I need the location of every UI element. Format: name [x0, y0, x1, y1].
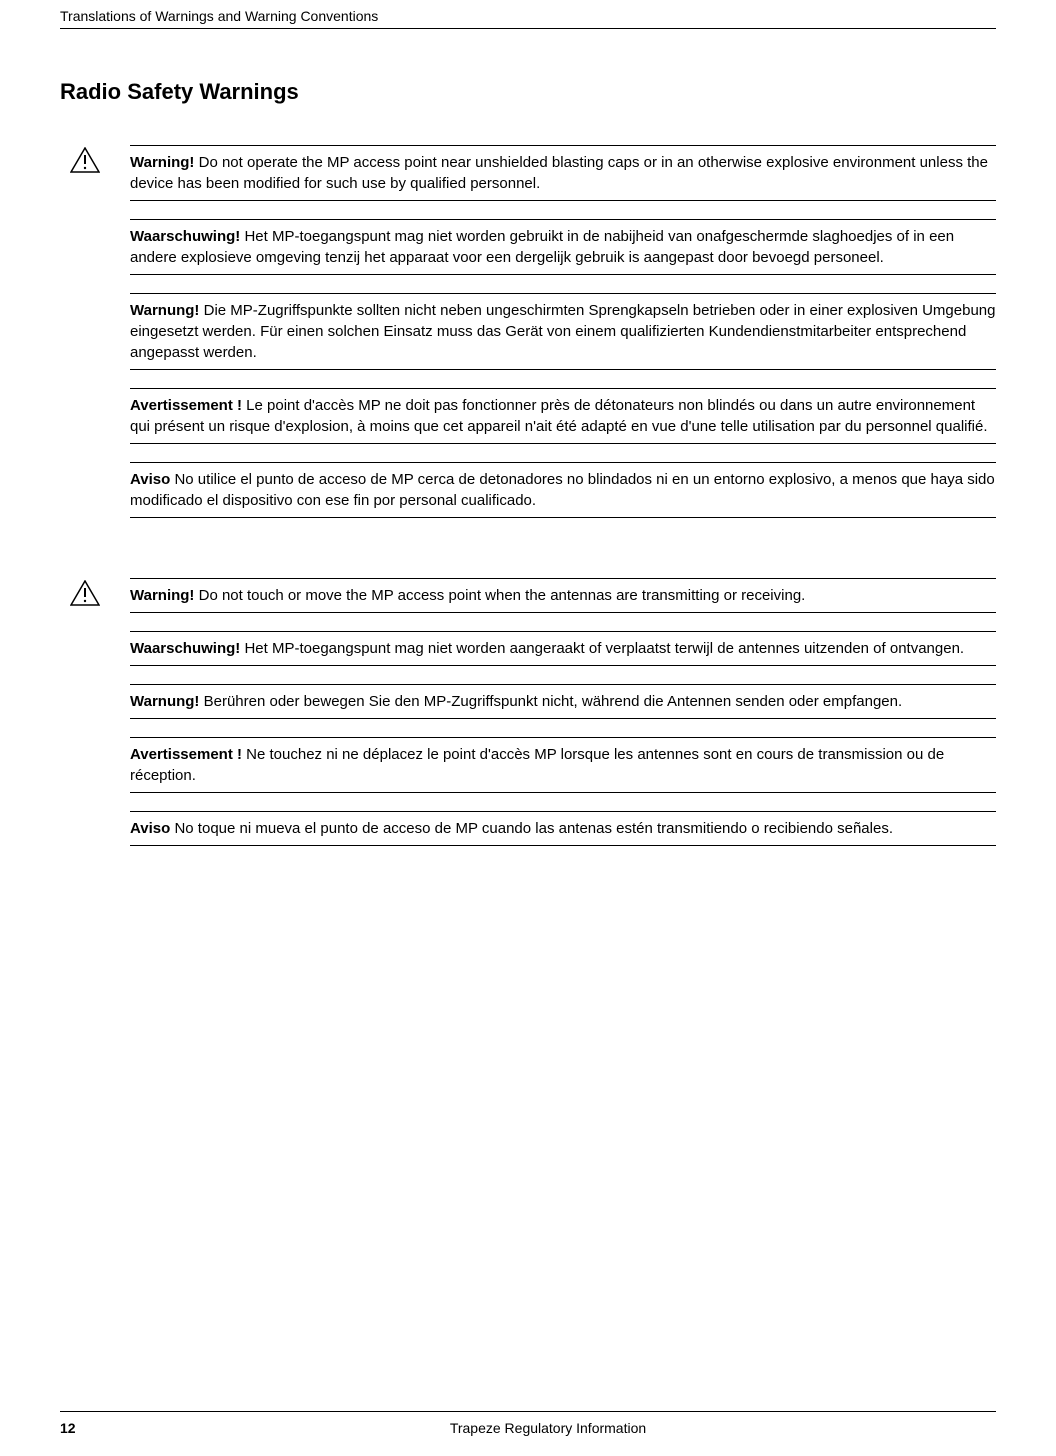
warning-bottom-rule: [130, 200, 996, 201]
warning-text: Berühren oder bewegen Sie den MP-Zugriff…: [204, 693, 903, 710]
warning-label: Avertissement !: [130, 397, 242, 414]
warning-text: Do not operate the MP access point near …: [130, 154, 988, 192]
warning-label: Aviso: [130, 820, 170, 837]
warning-block: Aviso No utilice el punto de acceso de M…: [130, 462, 996, 518]
warning-text: No toque ni mueva el punto de acceso de …: [174, 820, 893, 837]
warning-text: Het MP-toegangspunt mag niet worden gebr…: [130, 228, 954, 266]
warning-bottom-rule: [130, 443, 996, 444]
warning-bottom-rule: [130, 517, 996, 518]
warning-label: Waarschuwing!: [130, 640, 240, 657]
footer-doc-title: Trapeze Regulatory Information: [100, 1420, 996, 1436]
warning-group-1: Warning! Do not operate the MP access po…: [130, 145, 996, 518]
header-divider: [60, 28, 996, 29]
warning-bottom-rule: [130, 612, 996, 613]
warning-block: Waarschuwing! Het MP-toegangspunt mag ni…: [130, 219, 996, 275]
page-footer: 12 Trapeze Regulatory Information: [60, 1411, 996, 1436]
warning-label: Aviso: [130, 471, 170, 488]
warning-label: Avertissement !: [130, 746, 242, 763]
warning-content: Aviso No toque ni mueva el punto de acce…: [130, 812, 996, 845]
warning-block: Warnung! Berühren oder bewegen Sie den M…: [130, 684, 996, 719]
warning-content: Warning! Do not touch or move the MP acc…: [130, 579, 996, 612]
warning-content: Warnung! Berühren oder bewegen Sie den M…: [130, 685, 996, 718]
warning-block: Warning! Do not touch or move the MP acc…: [130, 578, 996, 613]
warning-label: Warning!: [130, 587, 194, 604]
warning-text: Die MP-Zugriffspunkte sollten nicht nebe…: [130, 302, 995, 361]
section-title: Radio Safety Warnings: [60, 79, 996, 105]
warning-content: Waarschuwing! Het MP-toegangspunt mag ni…: [130, 632, 996, 665]
warning-icon: [70, 580, 100, 606]
warning-triangle-icon: [70, 147, 100, 173]
warning-label: Warnung!: [130, 693, 199, 710]
page-number: 12: [60, 1420, 100, 1436]
warning-bottom-rule: [130, 792, 996, 793]
page-container: Translations of Warnings and Warning Con…: [0, 0, 1056, 846]
warning-text: Le point d'accès MP ne doit pas fonction…: [130, 397, 988, 435]
footer-row: 12 Trapeze Regulatory Information: [60, 1420, 996, 1436]
warning-content: Aviso No utilice el punto de acceso de M…: [130, 463, 996, 517]
warning-bottom-rule: [130, 665, 996, 666]
warning-content: Warning! Do not operate the MP access po…: [130, 146, 996, 200]
warning-block: Warning! Do not operate the MP access po…: [130, 145, 996, 201]
warning-block: Waarschuwing! Het MP-toegangspunt mag ni…: [130, 631, 996, 666]
warning-block: Aviso No toque ni mueva el punto de acce…: [130, 811, 996, 846]
warning-label: Warnung!: [130, 302, 199, 319]
warning-bottom-rule: [130, 718, 996, 719]
warning-content: Warnung! Die MP-Zugriffspunkte sollten n…: [130, 294, 996, 369]
warning-bottom-rule: [130, 274, 996, 275]
warning-block: Avertissement ! Ne touchez ni ne déplace…: [130, 737, 996, 793]
warning-block: Warnung! Die MP-Zugriffspunkte sollten n…: [130, 293, 996, 370]
warning-text: No utilice el punto de acceso de MP cerc…: [130, 471, 995, 509]
warning-content: Avertissement ! Le point d'accès MP ne d…: [130, 389, 996, 443]
warning-text: Do not touch or move the MP access point…: [199, 587, 806, 604]
warning-content: Waarschuwing! Het MP-toegangspunt mag ni…: [130, 220, 996, 274]
warning-triangle-icon: [70, 580, 100, 606]
footer-divider: [60, 1411, 996, 1412]
warning-block: Avertissement ! Le point d'accès MP ne d…: [130, 388, 996, 444]
warning-icon: [70, 147, 100, 173]
warning-text: Ne touchez ni ne déplacez le point d'acc…: [130, 746, 944, 784]
warning-bottom-rule: [130, 845, 996, 846]
warning-label: Warning!: [130, 154, 194, 171]
header-chapter-title: Translations of Warnings and Warning Con…: [60, 0, 996, 28]
warning-text: Het MP-toegangspunt mag niet worden aang…: [244, 640, 964, 657]
warning-content: Avertissement ! Ne touchez ni ne déplace…: [130, 738, 996, 792]
warning-label: Waarschuwing!: [130, 228, 240, 245]
warning-group-2: Warning! Do not touch or move the MP acc…: [130, 578, 996, 846]
warning-bottom-rule: [130, 369, 996, 370]
